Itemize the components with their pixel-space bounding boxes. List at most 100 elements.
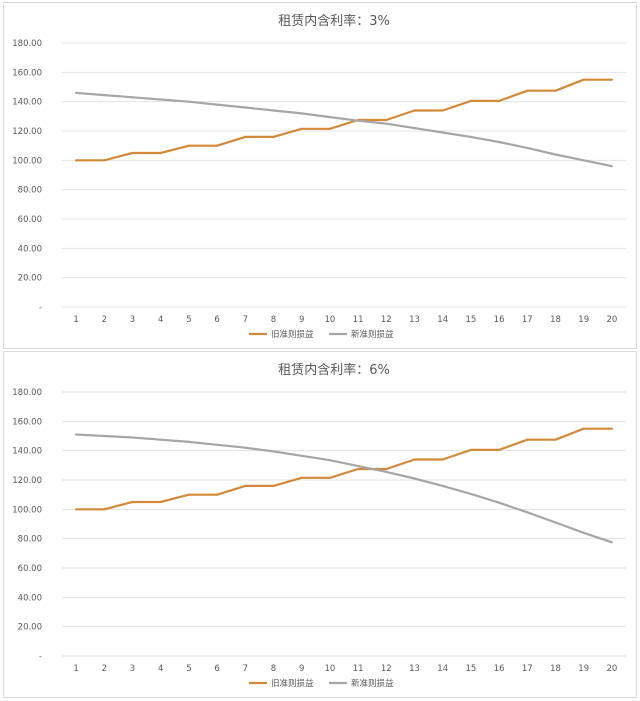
data-point	[441, 131, 444, 134]
y-tick-label: 140.00	[12, 447, 42, 457]
y-tick-label: 40.00	[18, 593, 42, 603]
x-tick-label: 14	[437, 664, 448, 674]
data-point	[272, 135, 275, 138]
data-point	[75, 159, 78, 162]
y-tick-label: 120.00	[12, 127, 42, 137]
x-tick-label: 10	[324, 664, 335, 674]
data-point	[103, 93, 106, 97]
data-point	[498, 501, 501, 504]
data-point	[244, 135, 247, 138]
x-tick-label: 19	[578, 315, 589, 325]
data-point	[159, 500, 162, 504]
data-point	[469, 448, 472, 452]
data-point	[187, 100, 190, 103]
x-tick-label: 4	[158, 315, 163, 325]
data-point	[357, 464, 360, 468]
x-tick-label: 19	[578, 664, 589, 674]
x-tick-label: 13	[409, 315, 420, 325]
data-point	[554, 153, 557, 156]
data-point	[582, 159, 585, 162]
data-point	[413, 126, 416, 130]
data-point	[244, 446, 247, 449]
x-tick-label: 3	[130, 315, 135, 325]
x-tick-label: 10	[324, 315, 335, 325]
data-point	[272, 450, 275, 453]
y-tick-label: -	[39, 303, 42, 313]
data-point	[554, 89, 557, 92]
y-tick-label: 80.00	[18, 535, 42, 545]
chart-panel-bottom: 租赁内含利率：6% - 20.00 40.00 60.00 80.00 100.00 120.…	[3, 351, 637, 698]
data-point	[216, 103, 219, 106]
y-tick-label: 180.00	[12, 39, 42, 49]
data-point	[272, 484, 275, 487]
data-point	[385, 467, 388, 471]
y-tick-label: 80.00	[18, 186, 42, 196]
x-tick-label: 11	[353, 664, 364, 674]
legend-label: 旧准则损益	[271, 678, 314, 689]
x-tick-label: 13	[409, 664, 420, 674]
x-tick-label: 16	[494, 664, 505, 674]
x-tick-label: 7	[243, 315, 248, 325]
y-tick-label: 20.00	[18, 274, 42, 284]
data-point	[469, 135, 472, 138]
x-tick-label: 2	[102, 315, 107, 325]
data-point	[357, 119, 360, 122]
x-tick-label: 15	[465, 664, 476, 674]
x-tick-label: 7	[243, 664, 248, 674]
data-point	[441, 109, 444, 112]
x-tick-label: 6	[214, 664, 219, 674]
x-tick-label: 3	[130, 664, 135, 674]
data-point	[300, 127, 303, 130]
y-tick-label: 20.00	[18, 623, 42, 633]
data-point	[498, 99, 501, 103]
x-tick-label: 5	[186, 315, 191, 325]
data-point	[441, 484, 444, 487]
data-point	[328, 459, 331, 462]
x-tick-label: 6	[214, 315, 219, 325]
chart-svg-top: 租赁内含利率：3% - 20.00 40.00 60.00 80.00 100.00 120.…	[12, 13, 626, 340]
y-tick-label: 140.00	[12, 98, 42, 108]
chart-svg-bottom: 租赁内含利率：6% - 20.00 40.00 60.00 80.00 100.00 120.…	[12, 362, 626, 689]
data-point	[554, 438, 557, 441]
data-point	[610, 541, 614, 544]
data-point	[272, 109, 275, 112]
data-point	[300, 112, 303, 115]
data-point	[554, 521, 557, 524]
legend-label: 旧准则损益	[271, 329, 314, 340]
data-point	[357, 467, 360, 471]
x-tick-label: 18	[550, 315, 561, 325]
x-tick-label: 8	[271, 315, 276, 325]
data-point	[469, 492, 472, 496]
chart-title: 租赁内含利率：6%	[278, 362, 390, 378]
data-point	[103, 508, 106, 511]
y-tick-label: 160.00	[12, 417, 42, 427]
data-point	[526, 89, 529, 92]
y-tick-label: 40.00	[18, 244, 42, 254]
data-point	[216, 144, 219, 147]
data-point	[75, 91, 78, 94]
data-point	[328, 115, 331, 119]
x-tick-label: 5	[186, 664, 191, 674]
data-point	[300, 454, 303, 457]
x-tick-label: 11	[353, 315, 364, 325]
data-point	[216, 493, 219, 496]
data-point	[610, 165, 614, 168]
data-point	[413, 458, 416, 461]
data-point	[582, 427, 585, 430]
data-point	[244, 484, 247, 487]
x-tick-label: 9	[299, 664, 304, 674]
x-tick-label: 1	[73, 315, 78, 325]
data-point	[469, 99, 472, 103]
data-point	[610, 427, 614, 430]
data-point	[131, 96, 134, 99]
data-point	[610, 78, 614, 81]
data-point	[131, 500, 134, 504]
data-point	[75, 433, 78, 436]
x-tick-label: 12	[381, 315, 392, 325]
x-tick-label: 20	[606, 315, 617, 325]
x-tick-label: 2	[102, 664, 107, 674]
data-point	[75, 508, 78, 511]
x-tick-label: 20	[606, 664, 617, 674]
series-line-1	[76, 433, 613, 544]
x-tick-label: 14	[437, 315, 448, 325]
